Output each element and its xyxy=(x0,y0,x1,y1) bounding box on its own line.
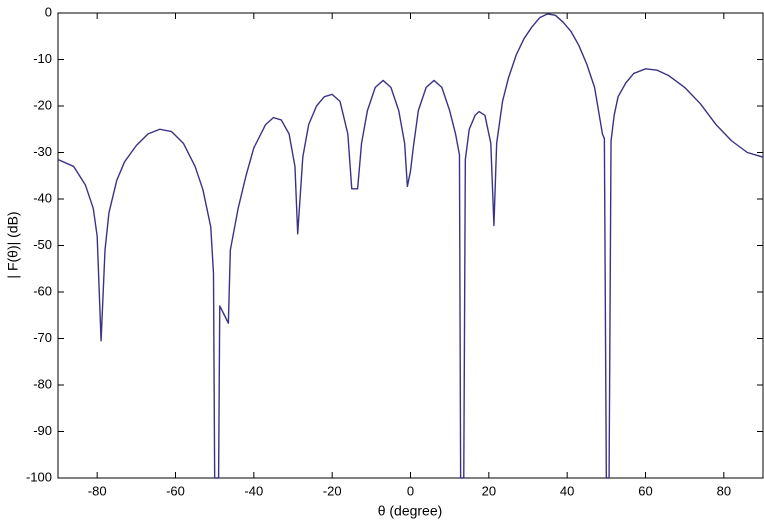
x-axis-label: θ (degree) xyxy=(378,503,443,519)
y-tick-label: -100 xyxy=(26,469,52,484)
y-axis-label: | F(θ)| (dB) xyxy=(5,211,21,278)
x-tick-label: 0 xyxy=(407,483,414,498)
y-tick-label: -20 xyxy=(33,97,52,112)
plot-frame xyxy=(57,12,764,479)
y-tick-label: -70 xyxy=(33,330,52,345)
x-tick-label: 40 xyxy=(560,483,574,498)
x-tick-label: -40 xyxy=(244,483,263,498)
x-tick-label: -60 xyxy=(166,483,185,498)
y-tick-label: -90 xyxy=(33,423,52,438)
y-tick-label: -80 xyxy=(33,376,52,391)
y-tick-label: -50 xyxy=(33,237,52,252)
x-tick-label: 80 xyxy=(717,483,731,498)
x-tick-label: 20 xyxy=(482,483,496,498)
y-tick-label: -60 xyxy=(33,283,52,298)
x-tick-label: 60 xyxy=(638,483,652,498)
data-line xyxy=(57,13,764,479)
x-tick-label: -80 xyxy=(88,483,107,498)
y-tick-label: -10 xyxy=(33,51,52,66)
x-tick-label: -20 xyxy=(323,483,342,498)
y-tick-label: -30 xyxy=(33,144,52,159)
y-tick-label: 0 xyxy=(45,4,52,19)
y-tick-label: -40 xyxy=(33,190,52,205)
